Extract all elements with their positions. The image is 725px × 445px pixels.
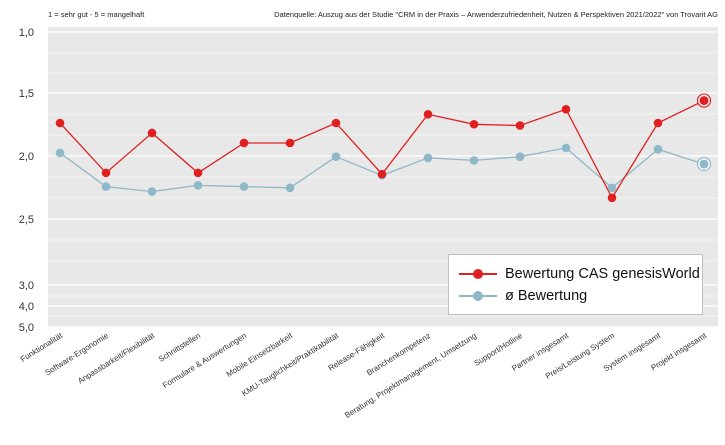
data-point-avg [653, 144, 663, 154]
x-tick-label: Formulare & Auswertungen [161, 331, 248, 390]
data-point-avg [285, 183, 295, 193]
data-point-cas [607, 193, 617, 203]
data-point-avg [147, 187, 157, 196]
legend-label-avg: ø Bewertung [505, 288, 588, 304]
data-point-avg [193, 181, 203, 190]
x-tick-label: Funktionalität [19, 331, 65, 364]
legend: Bewertung CAS genesisWorld ø Bewertung [448, 254, 703, 315]
x-tick-label: Schnittstellen [157, 331, 202, 364]
data-point-avg [699, 159, 709, 169]
data-point-cas [331, 118, 341, 128]
data-point-cas [193, 168, 203, 178]
data-point-cas [469, 119, 479, 129]
data-point-cas [515, 121, 525, 130]
data-point-cas [147, 128, 157, 138]
y-tick-label: 5,0 [19, 322, 34, 334]
data-point-cas [699, 96, 709, 106]
legend-swatch-cas [459, 264, 497, 284]
data-point-avg [55, 148, 65, 158]
data-point-cas [239, 138, 249, 148]
y-tick-label: 2,5 [19, 214, 34, 226]
y-axis-ticks: 1,0 1,5 2,0 2,5 3,0 4,0 5,0 [19, 27, 34, 334]
legend-label-cas: Bewertung CAS genesisWorld [505, 266, 700, 282]
y-tick-label: 2,0 [19, 151, 34, 163]
source-note: Datenquelle: Auszug aus der Studie "CRM … [274, 10, 718, 19]
data-point-avg [331, 152, 341, 161]
data-point-cas [285, 138, 295, 148]
data-point-avg [561, 143, 571, 153]
y-tick-label: 3,0 [19, 280, 34, 292]
legend-item-avg: ø Bewertung [459, 286, 587, 306]
y-tick-label: 1,0 [19, 27, 34, 39]
data-point-cas [377, 169, 387, 179]
series-points [55, 93, 712, 203]
legend-item-cas: Bewertung CAS genesisWorld [459, 264, 700, 284]
data-point-avg [469, 156, 479, 165]
data-point-avg [239, 182, 249, 191]
data-point-cas [101, 168, 111, 178]
data-point-cas [653, 118, 663, 128]
x-axis-ticks: FunktionalitätSoftware-ErgonomieAnpassba… [19, 331, 709, 420]
data-point-cas [423, 109, 433, 119]
legend-swatch-avg [459, 286, 497, 306]
y-tick-label: 1,5 [19, 88, 34, 100]
data-point-avg [423, 153, 433, 163]
scale-note: 1 = sehr gut - 5 = mangelhaft [48, 10, 145, 19]
x-tick-label: Anpassbarkeit/Flexibilität [76, 331, 156, 386]
data-point-avg [101, 182, 111, 191]
data-point-avg [607, 183, 617, 193]
data-point-cas [55, 118, 65, 128]
data-point-cas [561, 104, 571, 114]
data-point-avg [515, 152, 525, 161]
y-tick-label: 4,0 [19, 301, 34, 313]
